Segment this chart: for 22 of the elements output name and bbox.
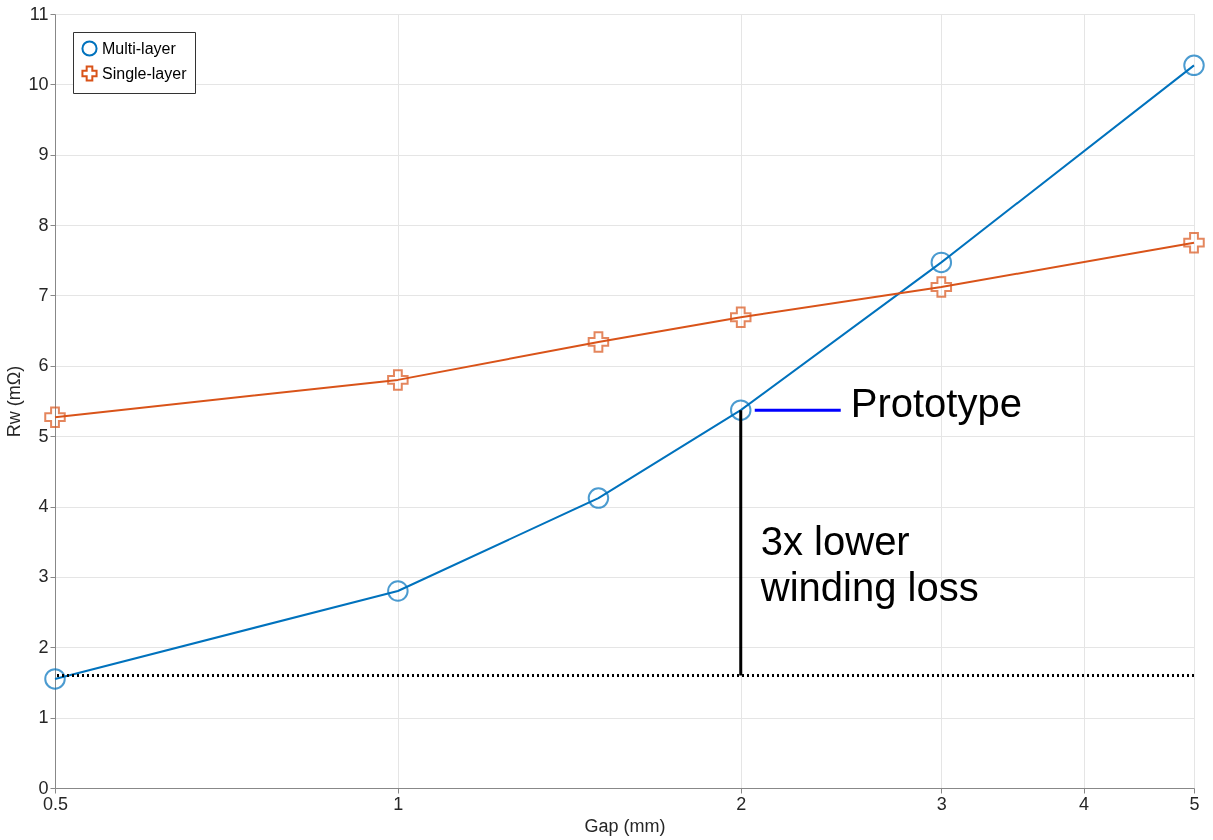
y-tick-label: 11: [29, 3, 49, 24]
legend-label: Multi-layer: [102, 39, 177, 57]
x-axis-title: Gap (mm): [584, 815, 666, 836]
x-tick-label: 5: [1189, 793, 1200, 814]
x-tick-label: 2: [736, 793, 747, 814]
y-tick-label: 2: [38, 636, 49, 657]
x-tick-label: 4: [1079, 793, 1090, 814]
y-tick-label: 3: [38, 566, 49, 587]
y-tick-label: 7: [38, 284, 49, 305]
y-tick-label: 10: [28, 73, 49, 94]
annotation: 3x lower winding loss: [759, 518, 979, 609]
y-tick-label: 8: [38, 214, 49, 235]
y-tick-label: 6: [38, 355, 49, 376]
legend-label: Single-layer: [102, 64, 188, 82]
x-tick-label: 1: [393, 793, 404, 814]
annotation: Prototype: [850, 381, 1022, 426]
y-tick-label: 4: [38, 496, 49, 517]
x-tick-label: 3: [936, 793, 947, 814]
y-tick-label: 9: [38, 144, 49, 165]
y-tick-label: 1: [38, 707, 49, 728]
y-axis-title: Rw (mΩ): [4, 365, 25, 438]
y-tick-label: 5: [38, 425, 49, 446]
